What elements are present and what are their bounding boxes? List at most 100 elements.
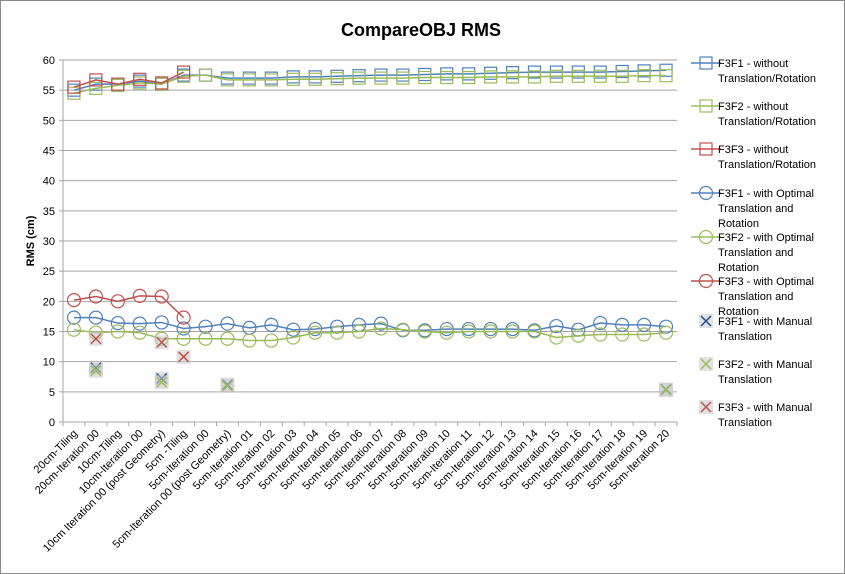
- y-tick-label: 60: [43, 55, 55, 67]
- y-tick-label: 0: [49, 417, 55, 429]
- series-line: [73, 71, 184, 88]
- data-point: [395, 322, 410, 337]
- data-point: [417, 324, 432, 339]
- data-point: [374, 71, 388, 85]
- data-point: [89, 73, 103, 87]
- data-point: [132, 316, 147, 331]
- y-tick-label: 30: [43, 236, 55, 248]
- legend-marker-square-icon: [699, 99, 713, 113]
- data-point: [66, 322, 82, 337]
- data-point: [286, 72, 300, 86]
- data-point: [351, 324, 367, 339]
- data-point: [154, 375, 169, 390]
- series-1: [67, 68, 673, 100]
- y-tick-label: 45: [43, 146, 55, 158]
- data-point: [132, 288, 147, 304]
- data-point: [330, 72, 344, 86]
- data-point: [637, 327, 652, 342]
- data-point: [176, 349, 191, 364]
- data-point: [330, 325, 345, 340]
- x-marker-cross: [700, 358, 712, 370]
- data-point: [615, 317, 630, 332]
- data-point: [659, 383, 674, 398]
- x-marker-cross: [156, 336, 168, 348]
- legend-entry: F3F3 - with Optimal Translation and Rotati…: [691, 273, 814, 318]
- data-point: [110, 315, 125, 331]
- y-tick-label: 25: [43, 266, 55, 278]
- axes: 05101520253035404550556020cm-Tiling20cm-…: [32, 55, 678, 555]
- data-point: [439, 321, 454, 337]
- data-point: [505, 324, 520, 339]
- data-point: [220, 378, 235, 393]
- legend-marker-x-icon: [699, 314, 713, 328]
- legend-marker-x-icon: [699, 357, 713, 371]
- data-point: [154, 335, 169, 350]
- series-line: [73, 295, 185, 319]
- data-point: [89, 81, 103, 95]
- data-point: [593, 315, 608, 331]
- data-point: [66, 310, 82, 325]
- y-tick-label: 35: [43, 206, 55, 218]
- data-point: [571, 69, 585, 83]
- data-point: [615, 327, 630, 342]
- series-line: [73, 316, 667, 332]
- data-point: [286, 330, 301, 345]
- data-point: [264, 333, 279, 348]
- data-point: [439, 325, 454, 340]
- x-marker-cross: [700, 401, 712, 413]
- data-point: [549, 69, 563, 83]
- legend-label: Rotation: [718, 262, 759, 274]
- data-point: [637, 69, 651, 83]
- data-point: [505, 70, 520, 84]
- legend-label: F3F3 - with Optimal: [718, 276, 814, 288]
- data-point: [220, 73, 235, 87]
- data-point: [88, 289, 103, 304]
- data-point: [176, 331, 191, 346]
- data-point: [483, 324, 498, 339]
- legend-label: Translation: [718, 417, 772, 429]
- data-point: [154, 289, 169, 304]
- legend-label: Rotation: [718, 306, 759, 318]
- y-tick-label: 20: [43, 296, 55, 308]
- series-8: [88, 331, 191, 364]
- legend-entry: F3F2 - without Translation/Rotation: [691, 99, 816, 128]
- legend-marker-circle-icon: [698, 273, 714, 289]
- data-point: [66, 293, 82, 308]
- data-point: [176, 310, 191, 325]
- data-point: [440, 70, 454, 85]
- data-point: [220, 331, 235, 346]
- legend-label: Translation and: [718, 247, 793, 259]
- y-tick-label: 10: [43, 357, 55, 369]
- legend-label: F3F3 - without: [718, 144, 788, 156]
- data-point: [484, 70, 498, 84]
- y-tick-label: 40: [43, 176, 55, 188]
- data-point: [198, 68, 213, 82]
- data-point: [396, 71, 410, 85]
- data-point: [659, 69, 673, 83]
- data-point: [593, 327, 608, 342]
- legend-label: F3F3 - with Manual: [718, 402, 812, 414]
- legend-marker-square-icon: [699, 56, 713, 70]
- legend-label: F3F1 - without: [718, 58, 788, 70]
- x-marker-cross: [90, 365, 102, 377]
- x-marker-cross: [660, 384, 672, 396]
- data-point: [308, 321, 323, 337]
- series-line: [73, 74, 667, 94]
- legend-entry: F3F1 - with Manual Translation: [699, 314, 812, 343]
- data-point: [549, 318, 564, 334]
- data-point: [373, 316, 389, 331]
- legend-label: Translation/Rotation: [718, 73, 816, 85]
- legend-label: Translation/Rotation: [718, 116, 816, 128]
- x-marker-cross: [90, 333, 102, 345]
- data-point: [658, 325, 674, 340]
- series-6: [88, 360, 674, 397]
- legend-label: F3F1 - with Optimal: [718, 188, 814, 200]
- series-5: [66, 288, 191, 325]
- data-point: [132, 325, 147, 340]
- legend-label: Translation/Rotation: [718, 159, 816, 171]
- legend-entry: F3F1 - without Translation/Rotation: [691, 56, 816, 85]
- legend-label: F3F2 - without: [718, 101, 788, 113]
- y-tick-label: 15: [43, 327, 55, 339]
